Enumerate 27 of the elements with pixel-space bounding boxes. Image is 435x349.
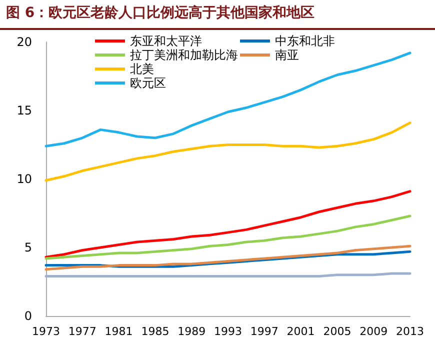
x-tick-label: 2013 <box>396 325 424 338</box>
y-tick-label: 0 <box>24 309 32 323</box>
x-tick-label: 2009 <box>360 325 388 338</box>
x-tick-label: 1973 <box>32 325 60 338</box>
x-tick-label: 1985 <box>141 325 170 338</box>
chart-title: 图 6：欧元区老龄人口比例远高于其他国家和地区 <box>0 0 435 30</box>
line-series <box>44 190 412 258</box>
legend-label: 中东和北非 <box>275 34 335 48</box>
line-series <box>44 214 412 260</box>
x-tick-label: 2005 <box>323 325 352 338</box>
x-tick-label: 1989 <box>178 325 206 338</box>
x-tick-label: 1981 <box>104 325 133 338</box>
x-tick-label: 1993 <box>214 325 242 338</box>
y-tick-label: 10 <box>16 172 32 186</box>
legend-label: 拉丁美洲和加勒比海 <box>130 48 238 62</box>
y-tick-label: 20 <box>16 35 32 49</box>
legend-label: 北美 <box>130 62 154 76</box>
x-tick-label: 2001 <box>286 325 315 338</box>
x-tick-label: 1977 <box>68 325 96 338</box>
x-tick-label: 1997 <box>250 325 278 338</box>
legend-label: 东亚和太平洋 <box>130 34 202 48</box>
y-tick-label: 5 <box>24 240 32 254</box>
legend-label: 南亚 <box>275 48 299 62</box>
y-tick-label: 15 <box>16 104 32 118</box>
legend-label: 欧元区 <box>130 76 166 90</box>
line-series <box>44 244 412 271</box>
line-series <box>44 122 412 182</box>
